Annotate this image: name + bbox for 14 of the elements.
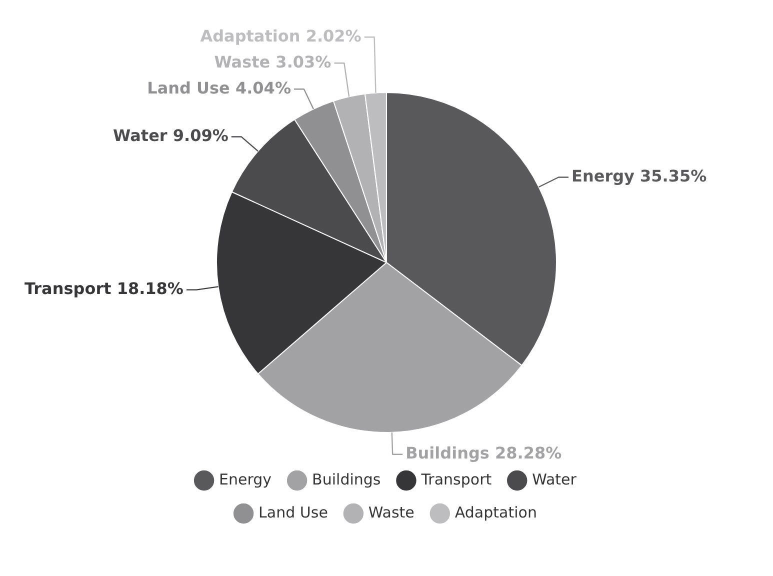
legend-label: Transport [420,470,492,488]
category-label: Adaptation 2.02% [200,26,362,46]
category-label: Water 9.09% [113,126,228,145]
category-label: Land Use 4.04% [147,78,291,98]
legend-label: Buildings [312,470,381,488]
legend-label: Land Use [258,503,328,522]
legend-label: Energy [219,470,272,488]
legend-label: Water [532,470,578,488]
category-label: Energy 35.35% [572,166,707,186]
legend-label: Waste [368,503,414,522]
legend-label: Adaptation [454,503,537,522]
category-label: Waste 3.03% [214,52,332,72]
category-label: Transport 18.18% [24,278,184,298]
category-label: Buildings 28.28% [406,444,562,463]
